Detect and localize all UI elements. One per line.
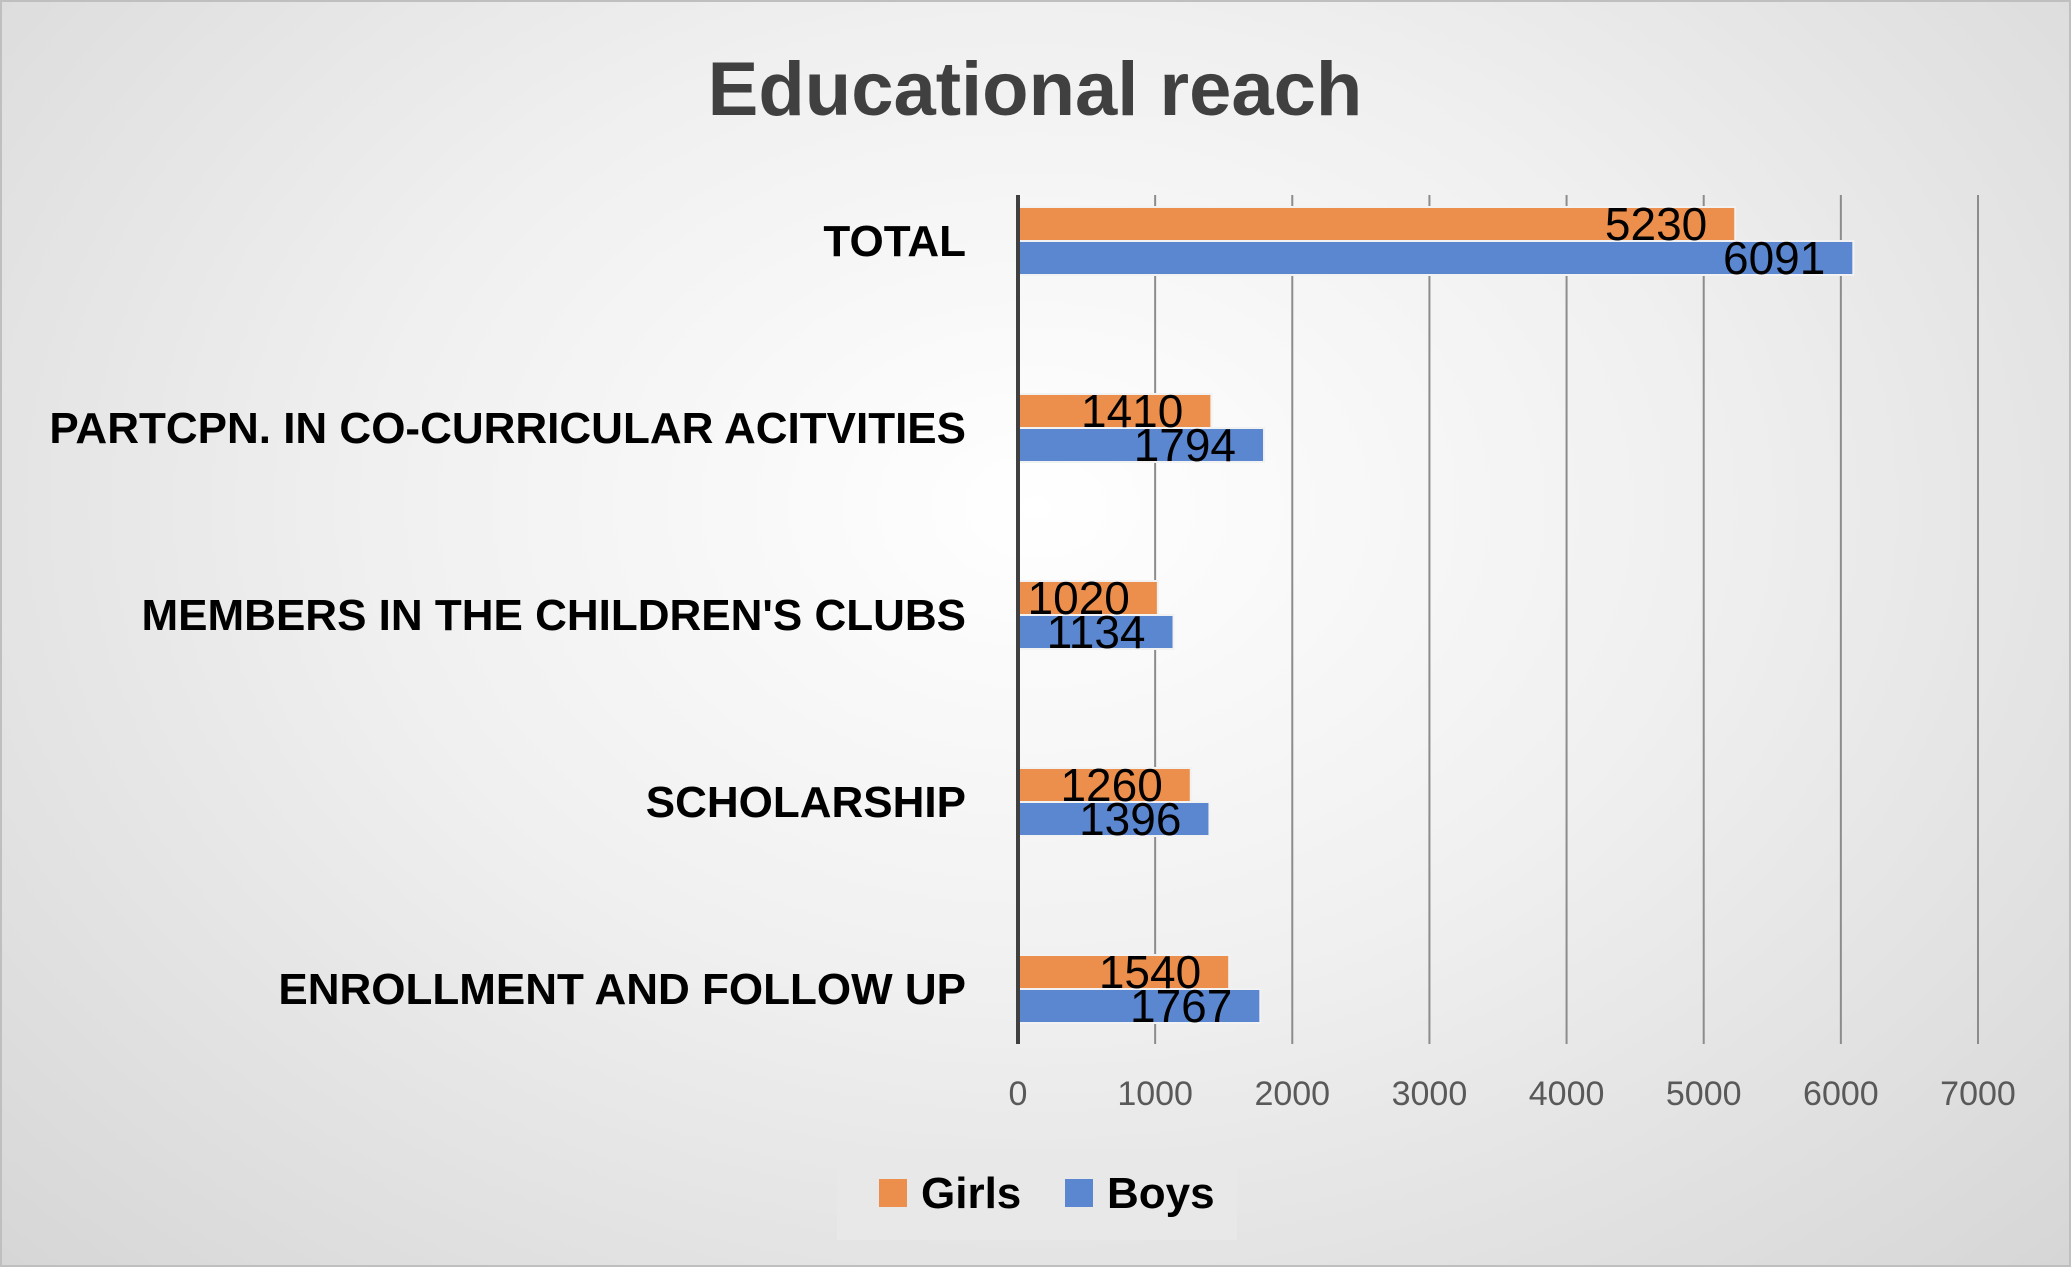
x-tick-label-6000: 6000 (1803, 1075, 1879, 1113)
data-label-girls-scholarship: 1260 (1060, 759, 1162, 811)
legend-swatch-girls (879, 1179, 907, 1207)
x-tick-label-3000: 3000 (1392, 1075, 1468, 1113)
category-label-members-in-the-children-s-clubs: MEMBERS IN THE CHILDREN'S CLUBS (142, 591, 966, 640)
category-label-total: TOTAL (823, 217, 966, 266)
data-label-girls-enrollment-and-follow-up: 1540 (1099, 946, 1201, 998)
x-axis-tick-labels: 0 1000 2000 3000 4000 5000 6000 7000 (1009, 1075, 2016, 1113)
category-label-enrollment-and-follow-up: ENROLLMENT AND FOLLOW UP (278, 965, 966, 1014)
data-label-boys-members-in-the-children-s-clubs: 1134 (1047, 606, 1146, 658)
bar-girls-enrollment-and-follow-up (1017, 954, 1231, 990)
data-label-boys-partcpn-in-co-curricular-acitvities: 1794 (1134, 419, 1236, 471)
chart-title: Educational reach (708, 47, 1363, 132)
legend-swatch-boys (1065, 1179, 1093, 1207)
gridlines (1154, 195, 1979, 1044)
bar-boys-members-in-the-children-s-clubs (1017, 614, 1175, 650)
data-label-girls-total: 5230 (1605, 198, 1707, 250)
bar-girls-members-in-the-children-s-clubs (1017, 580, 1159, 616)
bar-boys-enrollment-and-follow-up (1017, 988, 1262, 1024)
x-tick-label-1000: 1000 (1117, 1075, 1193, 1113)
legend-label-girls: Girls (921, 1169, 1021, 1218)
bar-boys-total (1017, 240, 1855, 276)
x-tick-label-0: 0 (1009, 1075, 1028, 1113)
data-labels: 5230 1410 1020 1260 1540 6091 1794 1134 1396 1767 (1028, 198, 1826, 1032)
data-label-boys-enrollment-and-follow-up: 1767 (1130, 980, 1232, 1032)
data-label-girls-partcpn-in-co-curricular-acitvities: 1410 (1081, 385, 1183, 437)
data-label-girls-members-in-the-children-s-clubs: 1020 (1028, 572, 1130, 624)
x-tick-label-4000: 4000 (1529, 1075, 1605, 1113)
category-label-partcpn-in-co-curricular-acitvities: PARTCPN. IN CO-CURRICULAR ACITVITIES (49, 404, 966, 453)
bar-girls-partcpn-in-co-curricular-acitvities (1017, 393, 1213, 429)
legend-label-boys: Boys (1107, 1169, 1215, 1218)
category-label-scholarship: SCHOLARSHIP (646, 778, 966, 827)
bar-boys-partcpn-in-co-curricular-acitvities (1017, 427, 1266, 463)
x-tick-label-5000: 5000 (1666, 1075, 1742, 1113)
legend: Girls Boys (837, 1148, 1237, 1240)
bars (1017, 206, 1855, 1024)
category-labels: TOTAL PARTCPN. IN CO-CURRICULAR ACITVITIE… (49, 217, 966, 1014)
x-tick-label-2000: 2000 (1254, 1075, 1330, 1113)
data-label-boys-scholarship: 1396 (1079, 793, 1181, 845)
x-tick-label-7000: 7000 (1940, 1075, 2016, 1113)
data-label-boys-total: 6091 (1723, 232, 1825, 284)
